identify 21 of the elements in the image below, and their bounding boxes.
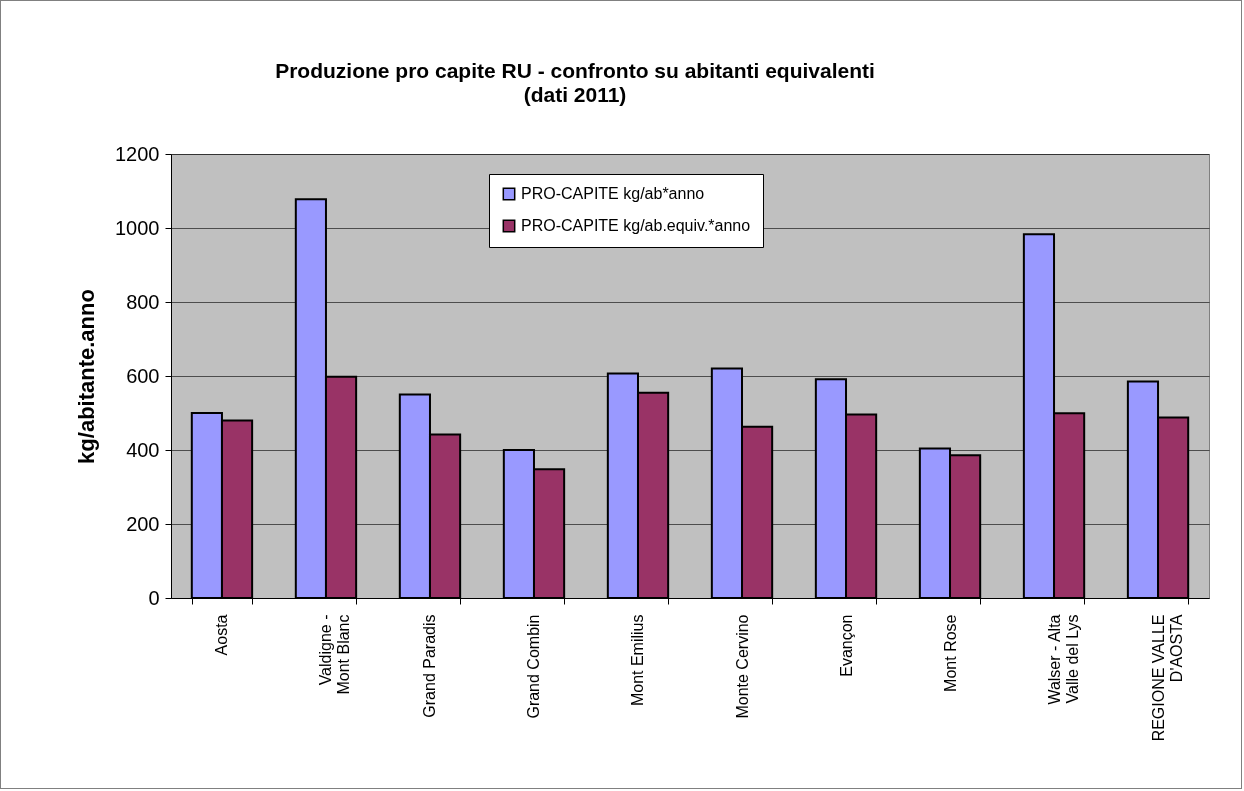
y-tick-label: 600	[126, 364, 160, 387]
x-tick-label: Mont Emilius	[629, 614, 647, 707]
x-tick-label: Valdigne - Mont Blanc	[317, 614, 353, 695]
x-tick-label: Grand Combin	[525, 614, 543, 719]
y-tick-label: 1000	[115, 216, 160, 239]
y-tick-label: 1200	[115, 142, 160, 165]
chart-title: Produzione pro capite RU - confronto su abitanti equivalenti (dati 2011)	[275, 59, 875, 106]
y-tick-label: 0	[148, 586, 160, 609]
y-tick-label: 400	[126, 438, 160, 461]
x-tick-label: Evançon	[837, 614, 855, 677]
x-tick-label: Grand Paradis	[421, 614, 439, 718]
legend-label: PRO-CAPITE kg/ab.equiv.*anno	[521, 217, 751, 234]
legend-label: PRO-CAPITE kg/ab*anno	[521, 185, 705, 202]
x-tick-label: Monte Cervino	[733, 614, 751, 719]
x-tick-label: Aosta	[213, 614, 231, 656]
y-axis-title: kg/abitante.anno	[74, 289, 100, 464]
x-tick-label: Walser - Alta Valle del Lys	[1045, 614, 1081, 705]
x-tick-label: Mont Rose	[941, 614, 959, 692]
y-tick-label: 800	[126, 290, 160, 313]
x-tick-label: REGIONE VALLE D'AOSTA	[1149, 614, 1185, 742]
y-tick-label: 200	[126, 512, 160, 535]
